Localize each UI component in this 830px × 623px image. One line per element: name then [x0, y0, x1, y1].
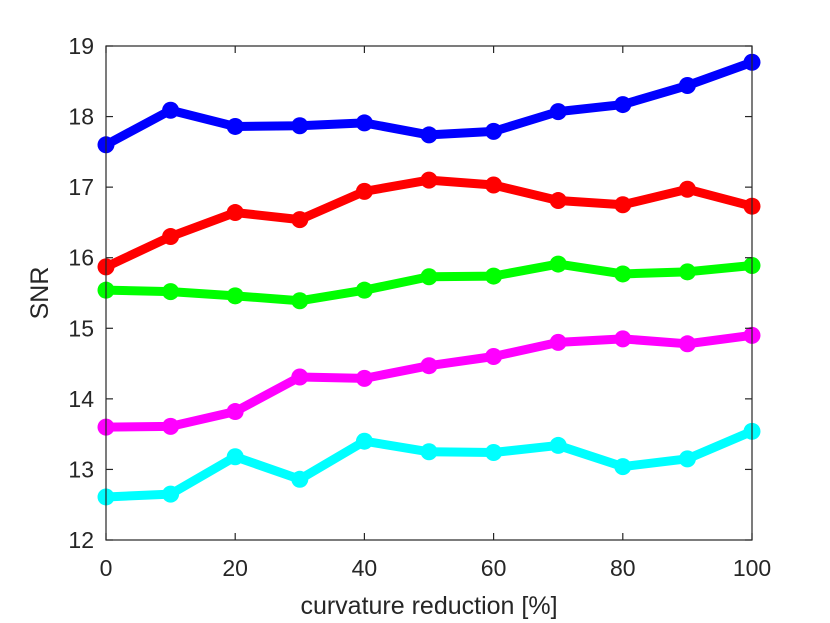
- y-tick-label: 13: [68, 456, 94, 482]
- data-point-magenta: [614, 330, 632, 348]
- x-tick-label: 80: [610, 555, 636, 581]
- y-tick-label: 14: [68, 386, 94, 412]
- data-point-red: [485, 176, 503, 194]
- data-point-blue: [485, 122, 503, 140]
- data-point-green: [614, 265, 632, 283]
- data-point-cyan: [614, 458, 632, 476]
- data-point-green: [678, 263, 696, 281]
- series-layer: [97, 53, 761, 506]
- data-point-magenta: [162, 417, 180, 435]
- data-point-magenta: [678, 335, 696, 353]
- x-tick-label: 100: [733, 555, 771, 581]
- data-point-blue: [549, 103, 567, 121]
- x-tick-label: 40: [352, 555, 378, 581]
- plot-frame: [105, 45, 753, 541]
- data-point-blue: [614, 96, 632, 114]
- x-tick-label: 20: [222, 555, 248, 581]
- data-point-green: [291, 292, 309, 310]
- data-point-green: [485, 267, 503, 285]
- data-point-cyan: [420, 443, 438, 461]
- data-point-cyan: [162, 485, 180, 503]
- series-cyan: [97, 422, 761, 506]
- data-point-magenta: [291, 368, 309, 386]
- data-point-green: [355, 281, 373, 299]
- y-tick-label: 18: [68, 104, 94, 130]
- data-point-blue: [226, 117, 244, 135]
- data-point-green: [420, 268, 438, 286]
- data-point-cyan: [549, 436, 567, 454]
- data-point-blue: [355, 114, 373, 132]
- series-magenta: [97, 326, 761, 436]
- data-point-cyan: [291, 470, 309, 488]
- data-point-red: [614, 196, 632, 214]
- data-point-red: [291, 211, 309, 229]
- y-tick-label: 12: [68, 527, 94, 553]
- y-tick-label: 19: [68, 33, 94, 59]
- data-point-red: [162, 228, 180, 246]
- data-point-magenta: [420, 357, 438, 375]
- data-point-red: [355, 182, 373, 200]
- series-red: [97, 171, 761, 276]
- y-tick-label: 17: [68, 174, 94, 200]
- data-point-green: [549, 255, 567, 273]
- data-point-blue: [678, 77, 696, 95]
- data-point-red: [420, 171, 438, 189]
- data-point-red: [226, 204, 244, 222]
- data-point-cyan: [226, 448, 244, 466]
- data-point-blue: [420, 126, 438, 144]
- data-point-cyan: [355, 432, 373, 450]
- data-point-cyan: [678, 450, 696, 468]
- data-point-blue: [291, 117, 309, 135]
- y-tick-label: 16: [68, 245, 94, 271]
- data-point-cyan: [485, 443, 503, 461]
- data-point-red: [549, 192, 567, 210]
- y-tick-label: 15: [68, 315, 94, 341]
- series-green: [97, 255, 761, 310]
- data-point-red: [678, 180, 696, 198]
- x-tick-label: 60: [481, 555, 507, 581]
- x-axis-title: curvature reduction [%]: [300, 592, 557, 620]
- x-tick-label: 0: [100, 555, 113, 581]
- data-point-green: [162, 283, 180, 301]
- data-point-magenta: [226, 403, 244, 421]
- ticks-layer: 0 20 40 60 80 100 12 13 14 15 16 17 18 19: [68, 33, 771, 581]
- series-blue: [97, 53, 761, 154]
- data-point-blue: [162, 101, 180, 119]
- data-point-green: [226, 287, 244, 305]
- data-point-magenta: [355, 369, 373, 387]
- y-axis-title: SNR: [26, 267, 54, 320]
- data-point-magenta: [485, 348, 503, 366]
- data-point-magenta: [549, 333, 567, 351]
